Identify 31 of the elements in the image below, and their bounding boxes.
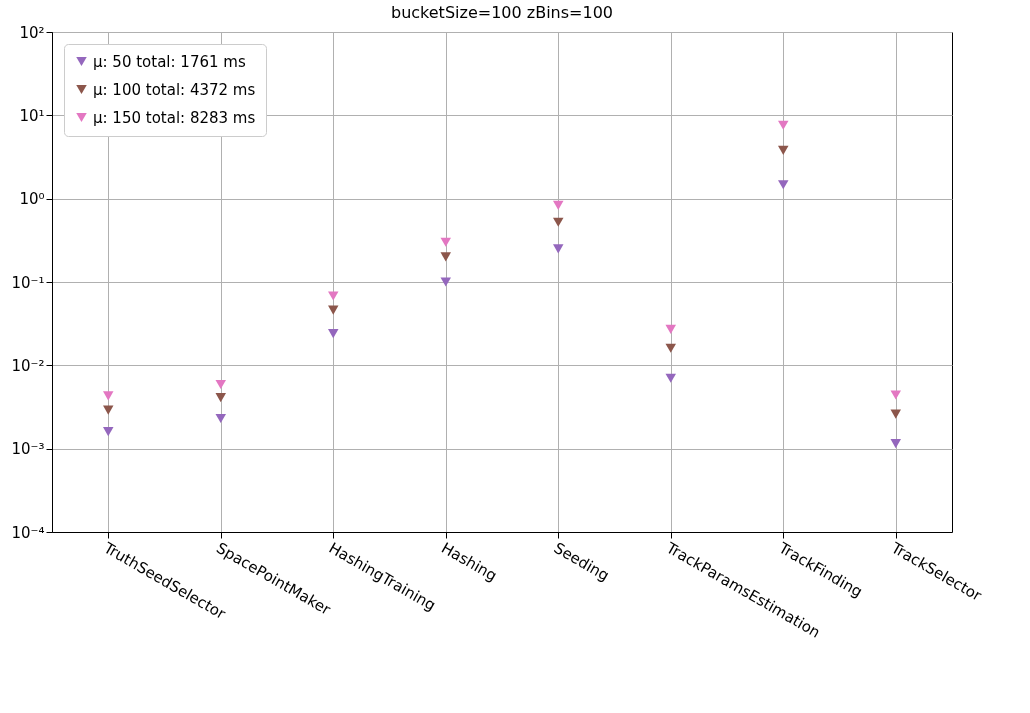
y-tick-label: 10⁻¹ (11, 273, 45, 292)
point (778, 145, 789, 155)
chart-title: bucketSize=100 zBins=100 (390, 3, 614, 22)
y-tick-label: 10⁻⁴ (11, 523, 45, 542)
y-tick-label: 10⁰ (19, 190, 45, 209)
legend-label: μ: 100 total: 4372 ms (93, 80, 256, 99)
point (553, 200, 564, 210)
point (440, 252, 451, 262)
legend-label: μ: 150 total: 8283 ms (93, 108, 256, 127)
point (328, 329, 339, 339)
y-tick-label: 10⁻³ (11, 440, 45, 459)
y-tick-label: 10⁻² (11, 356, 45, 375)
point (215, 379, 226, 389)
point (553, 217, 564, 227)
legend-label: μ: 50 total: 1761 ms (93, 52, 246, 71)
point (778, 180, 789, 190)
point (440, 277, 451, 287)
point (890, 439, 901, 449)
y-tick-label: 10² (19, 23, 45, 42)
point (103, 391, 114, 401)
point (440, 237, 451, 247)
point (215, 413, 226, 424)
point (665, 373, 676, 383)
y-tick-label: 10¹ (19, 106, 45, 125)
point (103, 427, 114, 437)
point (778, 120, 789, 130)
point (665, 324, 676, 334)
point (328, 291, 339, 301)
point (665, 343, 676, 353)
point (553, 244, 564, 254)
point (215, 393, 226, 403)
